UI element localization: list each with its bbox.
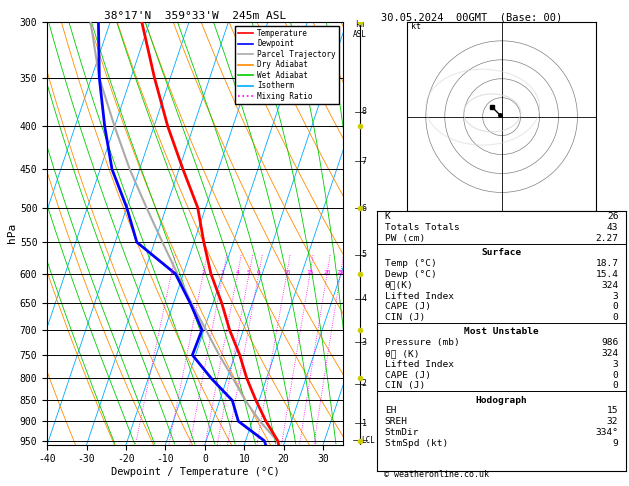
Text: θᴇ (K): θᴇ (K)	[385, 349, 420, 358]
Text: 0: 0	[613, 382, 618, 390]
Text: Pressure (mb): Pressure (mb)	[385, 338, 460, 347]
Text: 2: 2	[362, 380, 367, 388]
Text: 7: 7	[362, 156, 367, 166]
Text: © weatheronline.co.uk: © weatheronline.co.uk	[384, 469, 489, 479]
Text: Totals Totals: Totals Totals	[385, 224, 460, 232]
Text: 5: 5	[362, 250, 367, 259]
Text: EH: EH	[385, 406, 396, 416]
Text: 15: 15	[306, 270, 314, 275]
Text: Hodograph: Hodograph	[476, 396, 528, 404]
Text: CAPE (J): CAPE (J)	[385, 371, 431, 380]
Text: Dewp (°C): Dewp (°C)	[385, 270, 437, 279]
Text: 0: 0	[613, 302, 618, 312]
Text: 2: 2	[201, 270, 205, 275]
Text: StmSpd (kt): StmSpd (kt)	[385, 439, 448, 448]
Text: CAPE (J): CAPE (J)	[385, 302, 431, 312]
Text: 15: 15	[607, 406, 618, 416]
Text: 30.05.2024  00GMT  (Base: 00): 30.05.2024 00GMT (Base: 00)	[381, 12, 562, 22]
Text: 4: 4	[235, 270, 239, 275]
Text: LCL: LCL	[361, 435, 375, 445]
Text: PW (cm): PW (cm)	[385, 234, 425, 243]
X-axis label: Dewpoint / Temperature (°C): Dewpoint / Temperature (°C)	[111, 467, 279, 477]
Text: SREH: SREH	[385, 417, 408, 426]
Text: 26: 26	[607, 212, 618, 222]
Text: θᴇ(K): θᴇ(K)	[385, 281, 414, 290]
Text: Most Unstable: Most Unstable	[464, 328, 539, 336]
Y-axis label: hPa: hPa	[7, 223, 17, 243]
Text: 9: 9	[613, 439, 618, 448]
Text: Surface: Surface	[482, 248, 521, 257]
Text: 324: 324	[601, 281, 618, 290]
Text: 8: 8	[362, 107, 367, 116]
Text: 6: 6	[362, 204, 367, 213]
Text: 6: 6	[257, 270, 260, 275]
Text: 15.4: 15.4	[596, 270, 618, 279]
Text: 10: 10	[283, 270, 291, 275]
Text: 334°: 334°	[596, 428, 618, 437]
Text: 38°17'N  359°33'W  245m ASL: 38°17'N 359°33'W 245m ASL	[104, 11, 286, 21]
Text: 18.7: 18.7	[596, 259, 618, 268]
Text: 3: 3	[221, 270, 225, 275]
Text: kt: kt	[411, 22, 421, 32]
Text: 1: 1	[169, 270, 173, 275]
Text: 2.27: 2.27	[596, 234, 618, 243]
Text: 25: 25	[337, 270, 344, 275]
Text: 3: 3	[613, 360, 618, 369]
Text: 0: 0	[613, 313, 618, 322]
Text: 986: 986	[601, 338, 618, 347]
Text: K: K	[385, 212, 391, 222]
Text: Temp (°C): Temp (°C)	[385, 259, 437, 268]
Text: 5: 5	[247, 270, 251, 275]
Text: 1: 1	[362, 419, 367, 428]
Text: 3: 3	[613, 292, 618, 300]
Text: Lifted Index: Lifted Index	[385, 292, 454, 300]
Text: 32: 32	[607, 417, 618, 426]
Text: 20: 20	[323, 270, 331, 275]
Legend: Temperature, Dewpoint, Parcel Trajectory, Dry Adiabat, Wet Adiabat, Isotherm, Mi: Temperature, Dewpoint, Parcel Trajectory…	[235, 26, 339, 104]
Text: 43: 43	[607, 224, 618, 232]
Text: km
ASL: km ASL	[353, 20, 367, 39]
Text: 4: 4	[362, 295, 367, 303]
Text: CIN (J): CIN (J)	[385, 313, 425, 322]
Text: CIN (J): CIN (J)	[385, 382, 425, 390]
Text: StmDir: StmDir	[385, 428, 420, 437]
Text: 3: 3	[362, 338, 367, 347]
Text: 324: 324	[601, 349, 618, 358]
Text: 0: 0	[613, 371, 618, 380]
Text: Lifted Index: Lifted Index	[385, 360, 454, 369]
